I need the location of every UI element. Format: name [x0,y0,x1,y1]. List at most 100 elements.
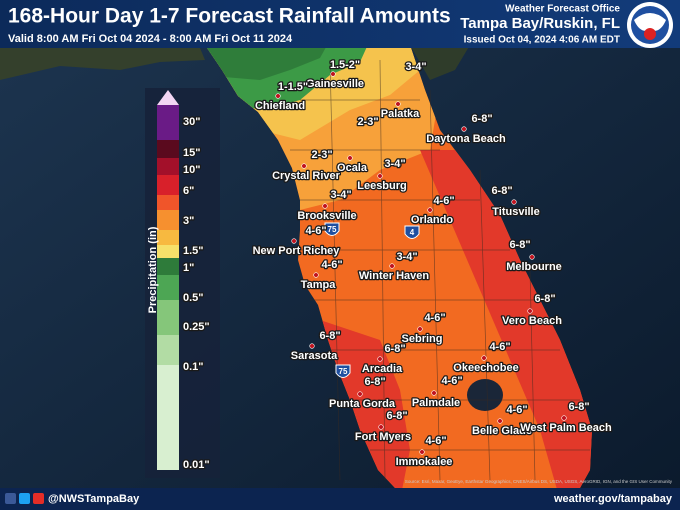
city-dot [431,390,437,396]
land-panhandle [0,48,205,80]
city-name: Arcadia [362,363,403,375]
city-name: Chiefland [255,100,305,112]
city-dot [497,418,503,424]
rainfall-amount: 3-4" [384,158,405,170]
land-georgia [410,45,470,80]
rainfall-amount: 3-4" [330,189,351,201]
legend-band [157,245,179,258]
legend-band [157,158,179,175]
twitter-icon[interactable] [19,493,30,504]
rainfall-amount: 6-8" [471,113,492,125]
city-dot [347,155,353,161]
city-name: Palmdale [412,397,460,409]
rainfall-amount: 6-8" [384,343,405,355]
office: Weather Forecast Office [505,4,620,15]
highway-number: 4 [410,228,415,237]
city-dot [357,391,363,397]
city-dot [378,424,384,430]
rainfall-amount: 4-6" [425,435,446,447]
legend-label: 30" [183,116,200,128]
highway-shield [335,364,351,378]
rainfall-amount: 1-1.5" [278,81,308,93]
youtube-icon[interactable] [33,493,44,504]
footer-bar [0,488,680,510]
rainfall-amount: 6-8" [534,293,555,305]
city-dot [313,272,319,278]
rainfall-amount: 4-6" [321,259,342,271]
rainfall-amount: 4-6" [424,312,445,324]
city-name: Immokalee [396,456,453,468]
legend: 30" 15" 10" 6" 3" 1.5" 1" 0.5" 0.25" 0.1" 0.01" Pr… [145,88,220,478]
city-dot [377,356,383,362]
city-dot [301,163,307,169]
rainfall-amount: 6-8" [491,185,512,197]
legend-label: 1" [183,262,194,274]
city-name: Fort Myers [355,431,411,443]
legend-label: 1.5" [183,245,204,257]
city-dot [417,326,423,332]
city-dot [561,415,567,421]
city-name: Okeechobee [453,362,518,374]
city-dot [291,238,297,244]
city-name: Melbourne [506,261,562,273]
legend-band [157,258,179,275]
city-dot [427,207,433,213]
highway-number: 75 [339,367,348,376]
legend-band [157,210,179,230]
city-name: Punta Gorda [329,398,396,410]
rainfall-amount: 4-6" [305,225,326,237]
city-dot [461,126,467,132]
legend-label: 0.1" [183,361,204,373]
city-dot [419,449,425,455]
legend-label: 3" [183,215,194,227]
website[interactable]: weather.gov/tampabay [553,493,673,505]
highway-number: 75 [328,225,337,234]
city-name: Titusville [492,206,539,218]
rainfall-amount: 2-3" [311,149,332,161]
attribution: Source: Esri, Maxar, GeoEye, Earthstar G… [405,479,673,484]
city-dot [529,254,535,260]
legend-label: 0.25" [183,321,210,333]
highway-shield [324,222,340,236]
rainfall-amount: 4-6" [506,404,527,416]
city-dot [511,199,517,205]
valid-period: Valid 8:00 AM Fri Oct 04 2024 - 8:00 AM … [8,33,293,45]
legend-band [157,275,179,300]
city-name: Leesburg [357,180,407,192]
rainfall-amount: 6-8" [319,330,340,342]
city-name: Daytona Beach [426,133,506,145]
legend-label: 10" [183,164,200,176]
legend-band [157,105,179,140]
city-dot [389,263,395,269]
title: 168-Hour Day 1-7 Forecast Rainfall Amoun… [8,5,451,28]
rainfall-amount: 6-8" [509,239,530,251]
facebook-icon[interactable] [5,493,16,504]
city-name: West Palm Beach [520,422,612,434]
rainfall-amount: 4-6" [489,341,510,353]
legend-band [157,365,179,470]
rainfall-amount: 1.5-2" [330,59,360,71]
legend-band [157,195,179,210]
city-name: Brooksville [297,210,356,222]
social-handle[interactable]: @NWSTampaBay [48,493,140,505]
city-dot [395,101,401,107]
rainfall-amount: 4-6" [433,195,454,207]
legend-band [157,140,179,158]
city-name: Belle Glade [472,425,532,437]
location: Tampa Bay/Ruskin, FL [460,15,620,32]
city-name: Orlando [411,214,453,226]
rainfall-amount: 2-3" [357,116,378,128]
city-dot [330,71,336,77]
rainfall-amount: 6-8" [386,410,407,422]
legend-label: 0.5" [183,292,204,304]
city-name: New Port Richey [253,245,341,257]
rainfall-amount: 4-6" [441,375,462,387]
city-name: Winter Haven [359,270,429,282]
city-name: Crystal River [272,170,341,182]
city-dot [527,308,533,314]
city-dot [481,355,487,361]
city-name: Sarasota [291,350,338,362]
rainfall-amount: 3-4" [405,61,426,73]
legend-band [157,175,179,195]
